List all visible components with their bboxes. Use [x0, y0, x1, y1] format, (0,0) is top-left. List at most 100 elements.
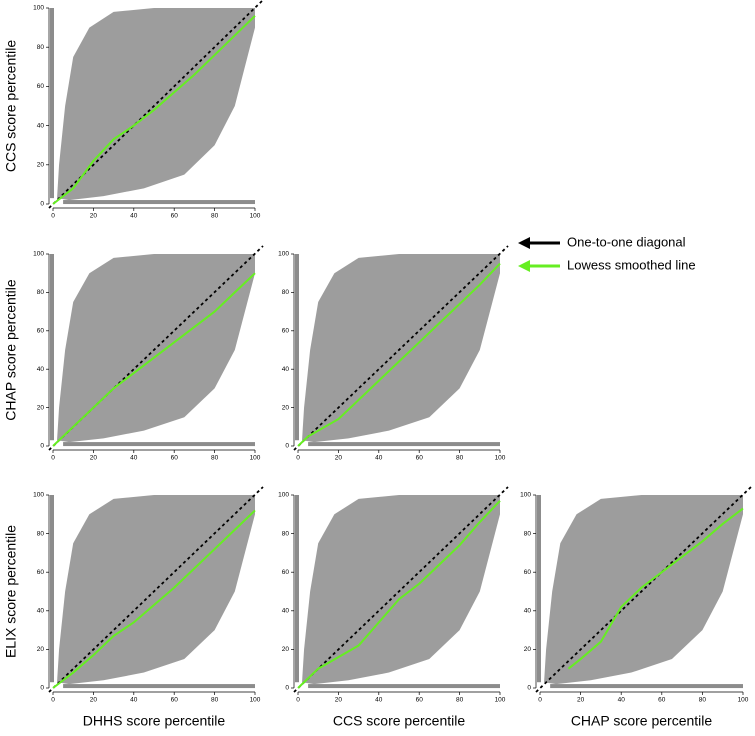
legend-label: Lowess smoothed line [567, 257, 696, 272]
point-strip [63, 200, 255, 205]
x-tick-label: 20 [90, 455, 98, 462]
x-tick-label: 0 [296, 697, 300, 704]
point-cloud [544, 495, 743, 685]
y-tick-label: 80 [37, 530, 45, 537]
diagonal [48, 486, 264, 693]
x-tick-label: 20 [90, 697, 98, 704]
y-tick-label: 20 [282, 646, 290, 653]
y-tick-label: 80 [524, 530, 532, 537]
lowess-line [567, 507, 744, 670]
y-axis-label: ELIX score percentile [3, 525, 19, 658]
y-tick-label: 40 [37, 122, 45, 129]
point-strip [50, 495, 54, 683]
y-tick-label: 100 [33, 251, 44, 258]
x-tick-label: 100 [738, 697, 749, 704]
legend-arrowhead [518, 237, 530, 249]
y-tick-label: 20 [37, 404, 45, 411]
panel: 0 20 40 60 80 100 0 20 40 60 80 100 CHAP score perce… [520, 486, 752, 729]
y-tick-label: 100 [278, 492, 289, 499]
x-axis-label: DHHS score percentile [83, 713, 226, 729]
x-axis-label: CCS score percentile [333, 713, 465, 729]
x-tick-label: 0 [51, 213, 55, 220]
x-tick-label: 60 [658, 697, 666, 704]
diagonal [535, 486, 752, 693]
x-tick-label: 100 [250, 213, 261, 220]
y-tick-label: 60 [282, 569, 290, 576]
y-tick-label: 0 [40, 685, 44, 692]
point-strip [50, 8, 54, 199]
point-strip [50, 254, 54, 441]
x-tick-label: 40 [618, 697, 626, 704]
x-tick-label: 100 [495, 697, 506, 704]
lowess-line [52, 15, 256, 205]
x-tick-label: 80 [456, 455, 464, 462]
x-tick-label: 40 [130, 697, 138, 704]
y-tick-label: 80 [37, 44, 45, 51]
lowess-line [297, 262, 501, 447]
x-tick-label: 100 [250, 455, 261, 462]
x-tick-label: 20 [90, 213, 98, 220]
x-tick-label: 60 [171, 455, 179, 462]
y-tick-label: 80 [282, 289, 290, 296]
x-axis-label: CHAP score percentile [571, 713, 713, 729]
y-axis-label: CHAP score percentile [3, 279, 19, 421]
y-tick-label: 0 [527, 685, 531, 692]
y-tick-label: 60 [37, 83, 45, 90]
lowess-line [297, 500, 501, 689]
diagonal [293, 486, 509, 693]
y-tick-label: 0 [285, 685, 289, 692]
x-tick-label: 80 [456, 697, 464, 704]
y-tick-label: 40 [37, 608, 45, 615]
x-tick-label: 80 [211, 213, 219, 220]
point-cloud [302, 254, 500, 443]
panel: 0 20 40 60 80 100 0 20 40 60 80 100 CHAP score perce… [3, 245, 264, 462]
y-tick-label: 60 [37, 569, 45, 576]
x-tick-label: 100 [250, 697, 261, 704]
x-tick-label: 0 [51, 697, 55, 704]
x-tick-label: 60 [171, 213, 179, 220]
x-tick-label: 80 [211, 697, 219, 704]
x-tick-label: 40 [130, 213, 138, 220]
x-tick-label: 0 [51, 455, 55, 462]
x-tick-label: 60 [416, 455, 424, 462]
y-tick-label: 0 [40, 201, 44, 208]
y-tick-label: 100 [33, 5, 44, 12]
panel: 0 20 40 60 80 100 0 20 40 60 80 100 DHHS score perce… [3, 486, 264, 729]
lowess-line [52, 509, 256, 689]
point-strip [295, 254, 299, 441]
point-cloud [57, 495, 255, 685]
point-strip [550, 684, 743, 689]
panel: 0 20 40 60 80 100 0 20 40 60 80 100 CCS score percen… [3, 0, 264, 220]
diagonal [293, 245, 509, 451]
point-strip [308, 684, 500, 689]
x-tick-label: 100 [495, 455, 506, 462]
y-tick-label: 60 [524, 569, 532, 576]
panel: 0 20 40 60 80 100 0 20 40 60 80 100 CCS score percen… [278, 486, 509, 729]
y-tick-label: 100 [520, 492, 531, 499]
y-tick-label: 20 [37, 646, 45, 653]
y-tick-label: 80 [37, 289, 45, 296]
x-tick-label: 20 [577, 697, 585, 704]
point-strip [295, 495, 299, 683]
legend-label: One-to-one diagonal [567, 234, 686, 249]
y-tick-label: 0 [40, 443, 44, 450]
y-tick-label: 20 [37, 162, 45, 169]
x-tick-label: 80 [211, 455, 219, 462]
y-tick-label: 0 [285, 443, 289, 450]
y-tick-label: 100 [33, 492, 44, 499]
y-tick-label: 40 [282, 608, 290, 615]
x-tick-label: 60 [416, 697, 424, 704]
lowess-line [52, 272, 256, 447]
point-strip [308, 442, 500, 447]
x-tick-label: 40 [130, 455, 138, 462]
y-tick-label: 60 [37, 328, 45, 335]
y-tick-label: 100 [278, 251, 289, 258]
y-tick-label: 40 [524, 608, 532, 615]
panel: 0 20 40 60 80 100 0 20 40 60 80 100 [278, 245, 509, 462]
x-tick-label: 0 [538, 697, 542, 704]
y-tick-label: 40 [282, 366, 290, 373]
legend-arrowhead [518, 260, 530, 272]
point-strip [63, 684, 255, 689]
y-tick-label: 80 [282, 530, 290, 537]
